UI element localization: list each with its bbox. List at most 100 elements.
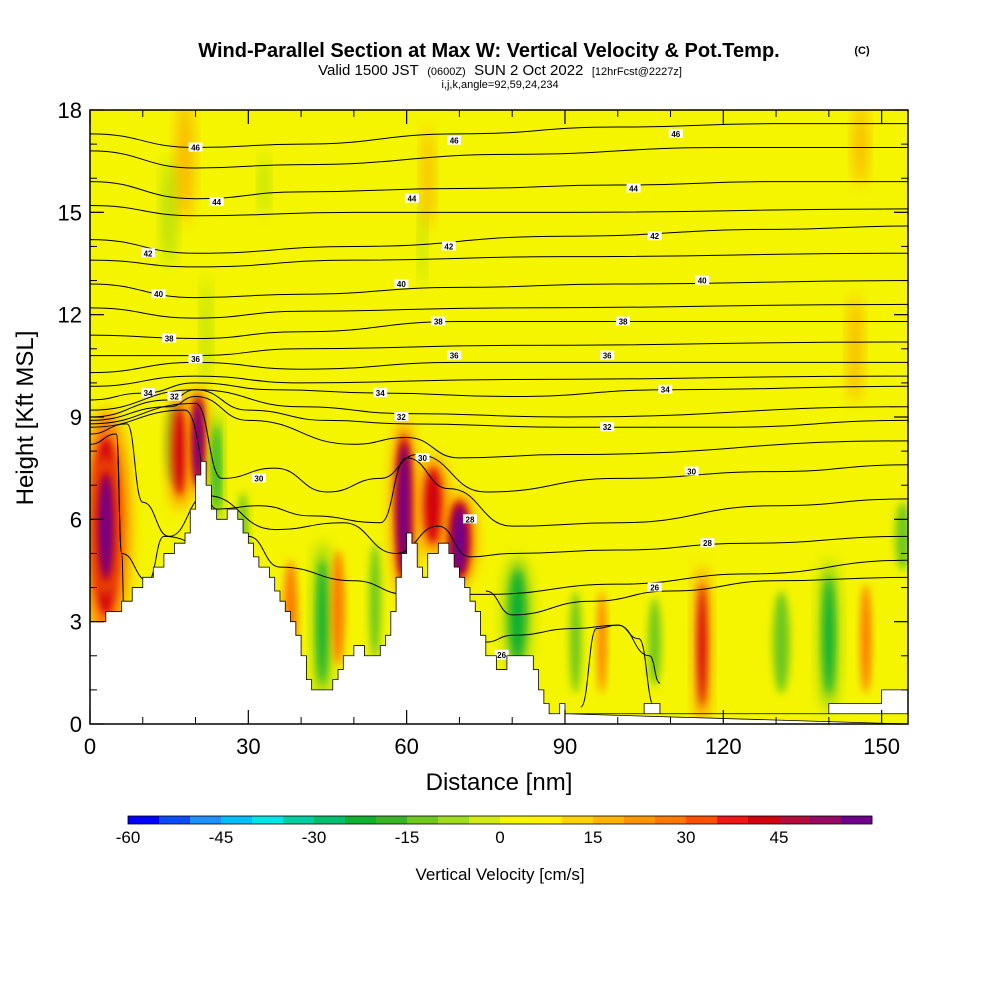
theta-label-34: 34 [376, 389, 385, 398]
theta-label-bg [162, 333, 177, 343]
theta-label-26: 26 [650, 584, 659, 593]
colorbar-swatch [531, 816, 563, 824]
x-tick-label: 30 [236, 734, 260, 759]
theta-label-42: 42 [444, 242, 453, 251]
x-axis-label: Distance [nm] [426, 769, 573, 796]
theta-label-44: 44 [407, 195, 416, 204]
x-tick-label: 120 [705, 734, 742, 759]
theta-label-40: 40 [698, 277, 707, 286]
cell-19 [772, 590, 790, 694]
streak-5 [422, 127, 434, 230]
theta-label-bg [684, 466, 699, 476]
cell-8 [317, 560, 327, 684]
colorbar-frame [127, 815, 873, 825]
grid-indices: i,j,k,angle=92,59,24,234 [441, 79, 558, 91]
colorbar-swatch [469, 816, 501, 824]
theta-label-bg [626, 183, 641, 193]
theta-contour-31 [90, 396, 908, 459]
x-tick-label: 150 [863, 734, 900, 759]
theta-label-40: 40 [397, 280, 406, 289]
x-tick-label: 90 [553, 734, 577, 759]
theta-label-26: 26 [497, 651, 506, 660]
cell-9 [331, 550, 345, 667]
theta-label-bg [447, 350, 462, 360]
theta-contour-44 [90, 181, 908, 200]
theta-label-46: 46 [450, 137, 459, 146]
colorbar-swatch [283, 816, 315, 824]
cell-3 [173, 406, 186, 496]
y-tick-label: 3 [70, 610, 82, 635]
valid-time: Valid 1500 JST [318, 62, 419, 79]
theta-label-bg [431, 316, 446, 326]
theta-label-32: 32 [170, 393, 179, 402]
theta-label-bg [141, 248, 156, 258]
theta-contour-45 [90, 147, 908, 169]
colorbar-tick-label: -15 [395, 828, 420, 847]
theta-label-bg [373, 388, 388, 398]
theta-contour-35 [90, 375, 908, 387]
theta-label-34: 34 [144, 389, 153, 398]
colorbar-swatch [593, 816, 625, 824]
cell-15 [569, 590, 582, 694]
theta-label-bg [188, 142, 203, 152]
theta-label-28: 28 [703, 539, 712, 548]
colorbar-swatch [221, 816, 253, 824]
theta-label-bg [647, 231, 662, 241]
colorbar-swatch [686, 816, 718, 824]
streak-3 [259, 154, 269, 216]
streak-4 [419, 205, 426, 288]
chart-title: Wind-Parallel Section at Max W: Vertical… [198, 40, 779, 62]
colorbar: -60 -45 -30 -15 0 15 30 45 [116, 815, 873, 847]
colorbar-swatch [345, 816, 377, 824]
theta-label-bg [188, 354, 203, 364]
streak-6 [854, 110, 867, 186]
colorbar-swatch [655, 816, 687, 824]
cell-12 [424, 468, 442, 544]
theta-label-30: 30 [687, 468, 696, 477]
theta-label-46: 46 [191, 144, 200, 153]
colorbar-swatch [252, 816, 284, 824]
colorbar-swatch [841, 816, 873, 824]
theta-contour-27 [90, 433, 908, 595]
cell-21 [860, 584, 872, 694]
theta-contours: 46 46 46 44 44 44 42 42 42 40 40 40 38 38 38 36 36 36 34 34… [90, 123, 908, 708]
upper-level-streaks [162, 110, 867, 404]
colorbar-swatch [779, 816, 811, 824]
theta-label-bg [647, 582, 662, 592]
theta-label-38: 38 [165, 335, 174, 344]
y-tick-label: 0 [70, 712, 82, 737]
colorbar-label: Vertical Velocity [cm/s] [415, 865, 584, 884]
theta-label-bg [462, 514, 477, 524]
cell-1 [99, 474, 113, 578]
theta-contour-40 [90, 280, 908, 299]
x-tick-label: 0 [84, 734, 96, 759]
theta-label-bg [441, 241, 456, 251]
theta-label-38: 38 [434, 317, 443, 326]
cell-5 [213, 423, 220, 513]
streak-2 [201, 277, 211, 387]
theta-label-bg [394, 412, 409, 421]
theta-label-bg [494, 649, 509, 660]
theta-contour-38 [90, 320, 908, 340]
theta-label-38: 38 [619, 317, 628, 326]
theta-label-42: 42 [650, 232, 659, 241]
y-tick-label: 6 [70, 507, 82, 532]
colorbar-swatch [748, 816, 780, 824]
colorbar-swatch [407, 816, 439, 824]
forecast-info: [12hrFcst@2227z] [592, 66, 682, 78]
theta-contour-25 [485, 624, 661, 684]
theta-label-bg [600, 350, 615, 360]
chart-title-mark: (C) [854, 45, 870, 57]
velocity-cells [90, 385, 908, 724]
theta-label-bg [415, 452, 430, 462]
theta-label-36: 36 [191, 355, 200, 364]
theta-label-bg [600, 422, 615, 432]
plot-area: 46 46 46 44 44 44 42 42 42 40 40 40 38 38 38 36 36 36 34 34… [90, 110, 908, 724]
theta-label-42: 42 [144, 249, 153, 258]
colorbar-tick-label: -30 [302, 828, 327, 847]
theta-contour-39 [90, 303, 908, 319]
colorbar-swatch [128, 816, 160, 824]
theta-label-bg [668, 128, 683, 138]
